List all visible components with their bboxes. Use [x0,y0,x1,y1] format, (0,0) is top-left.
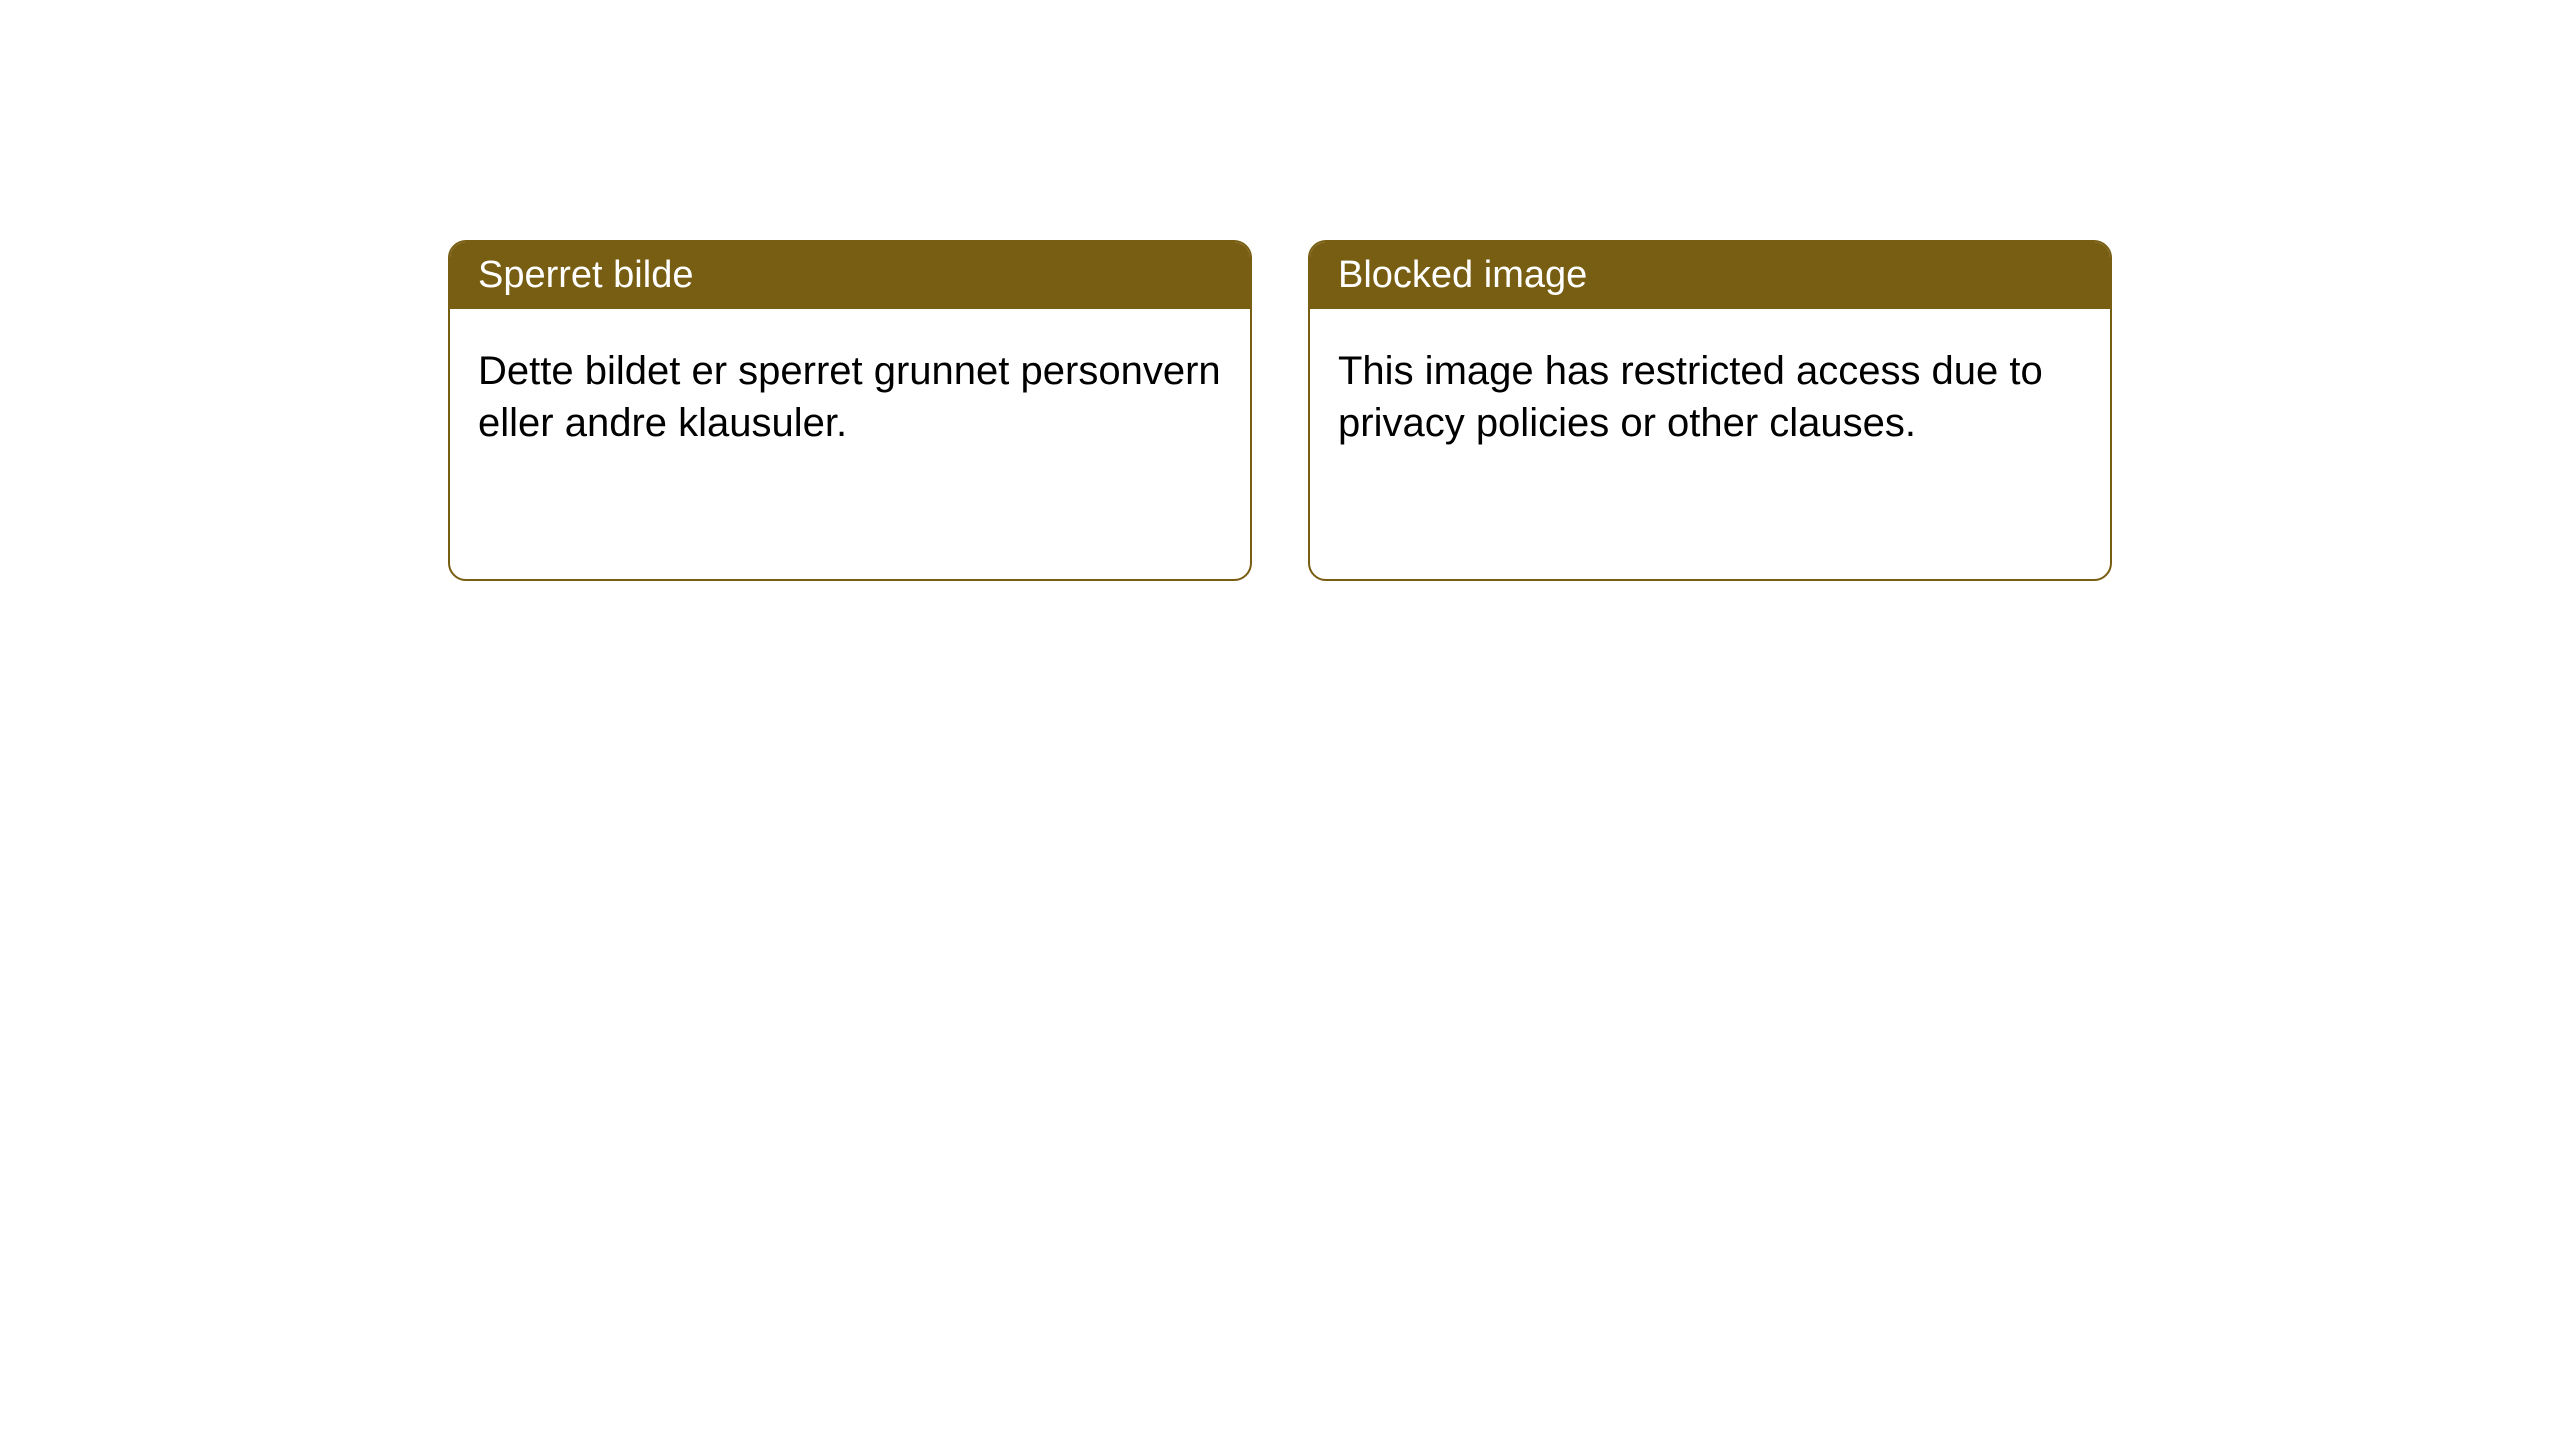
notice-container: Sperret bilde Dette bildet er sperret gr… [448,240,2112,581]
notice-card-norwegian: Sperret bilde Dette bildet er sperret gr… [448,240,1252,581]
notice-header-text: Sperret bilde [478,254,693,296]
notice-header-norwegian: Sperret bilde [450,242,1250,309]
notice-body-text: Dette bildet er sperret grunnet personve… [478,349,1221,445]
notice-header-text: Blocked image [1338,254,1587,296]
notice-body-norwegian: Dette bildet er sperret grunnet personve… [450,309,1250,579]
notice-body-english: This image has restricted access due to … [1310,309,2110,579]
notice-header-english: Blocked image [1310,242,2110,309]
notice-body-text: This image has restricted access due to … [1338,349,2043,445]
notice-card-english: Blocked image This image has restricted … [1308,240,2112,581]
